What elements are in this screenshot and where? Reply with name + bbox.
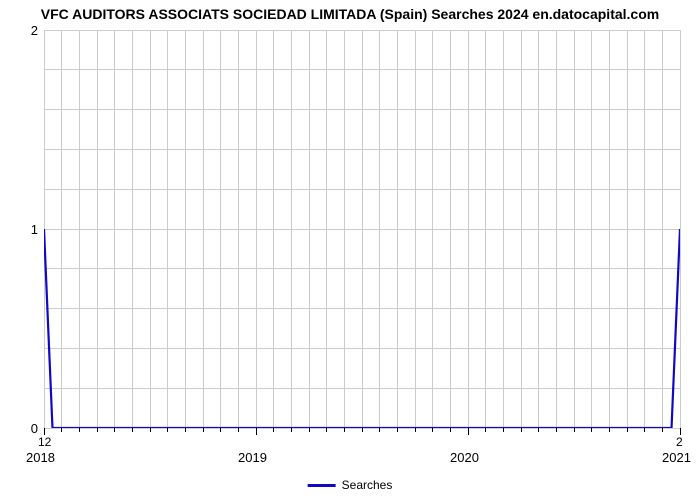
x-tick-minor	[556, 428, 557, 432]
plot-area	[44, 30, 680, 428]
x-tick-minor	[627, 428, 628, 432]
x-tick-major	[468, 428, 469, 435]
x-minor-end-label: 2	[676, 435, 683, 449]
x-tick-minor	[150, 428, 151, 432]
x-tick-minor	[397, 428, 398, 432]
x-tick-major	[680, 428, 681, 435]
x-tick-minor	[344, 428, 345, 432]
legend-swatch	[308, 484, 336, 487]
x-tick-minor	[379, 428, 380, 432]
x-tick-minor	[220, 428, 221, 432]
y-tick-label: 2	[31, 23, 38, 38]
x-tick-minor	[291, 428, 292, 432]
x-tick-minor	[273, 428, 274, 432]
legend: Searches	[308, 478, 393, 492]
x-tick-minor	[362, 428, 363, 432]
x-tick-minor	[238, 428, 239, 432]
x-tick-minor	[432, 428, 433, 432]
x-tick-minor	[415, 428, 416, 432]
y-tick-label: 1	[31, 222, 38, 237]
x-tick-minor	[114, 428, 115, 432]
x-tick-minor	[185, 428, 186, 432]
x-tick-minor	[521, 428, 522, 432]
series-line	[44, 30, 680, 428]
x-tick-minor	[574, 428, 575, 432]
y-tick-label: 0	[31, 421, 38, 436]
x-tick-minor	[538, 428, 539, 432]
x-tick-minor	[61, 428, 62, 432]
x-tick-minor	[591, 428, 592, 432]
x-minor-start-label: 12	[38, 435, 51, 449]
x-tick-minor	[132, 428, 133, 432]
x-tick-minor	[503, 428, 504, 432]
x-tick-minor	[309, 428, 310, 432]
x-tick-label: 2021	[662, 450, 691, 465]
x-tick-label: 2019	[238, 450, 267, 465]
x-tick-minor	[326, 428, 327, 432]
x-tick-minor	[203, 428, 204, 432]
x-tick-minor	[609, 428, 610, 432]
x-tick-minor	[450, 428, 451, 432]
chart-title: VFC AUDITORS ASSOCIATS SOCIEDAD LIMITADA…	[0, 6, 700, 22]
x-tick-minor	[485, 428, 486, 432]
x-tick-major	[44, 428, 45, 435]
x-tick-minor	[79, 428, 80, 432]
x-tick-label: 2018	[26, 450, 55, 465]
x-tick-minor	[97, 428, 98, 432]
x-tick-major	[256, 428, 257, 435]
legend-label: Searches	[342, 478, 393, 492]
x-tick-minor	[167, 428, 168, 432]
x-tick-label: 2020	[450, 450, 479, 465]
x-tick-minor	[662, 428, 663, 432]
x-tick-minor	[644, 428, 645, 432]
